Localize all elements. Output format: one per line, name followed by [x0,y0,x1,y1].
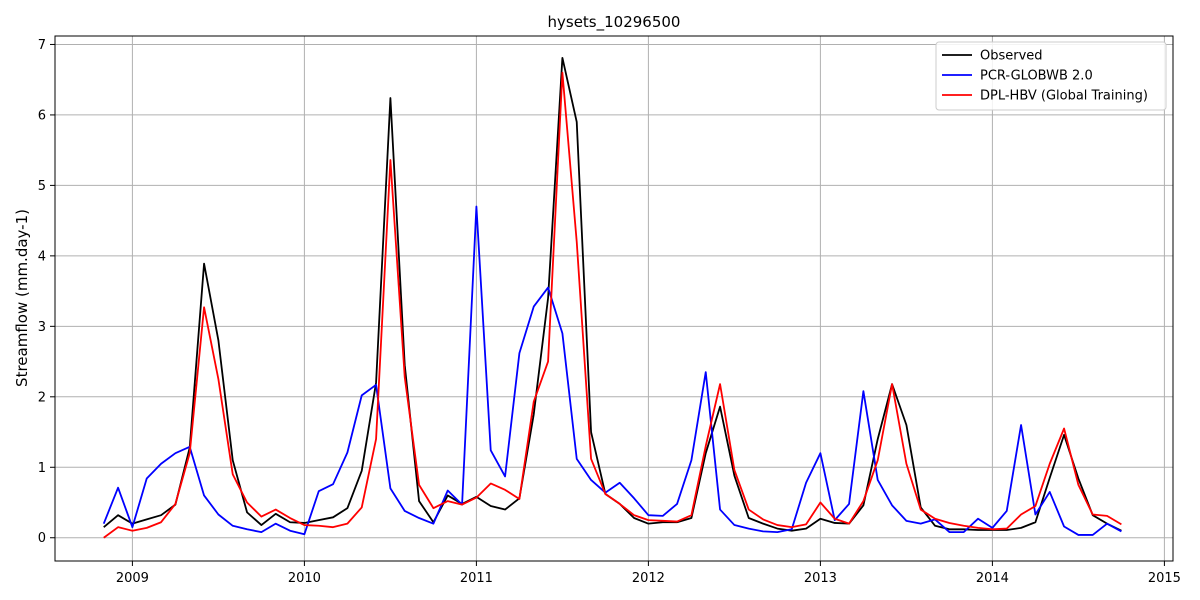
y-tick-label: 0 [38,531,46,546]
grid [55,36,1173,561]
x-tick-label: 2011 [460,571,493,586]
pcr-globwb-line [102,205,1122,536]
legend-box [935,41,1167,111]
x-tick-label: 2013 [804,571,837,586]
legend-entry-pcr-globwb: PCR-GLOBWB 2.0 [942,69,1093,84]
y-tick-label: 1 [38,461,46,476]
y-axis-label: Streamflow (mm.day-1) [13,209,31,387]
legend-label: PCR-GLOBWB 2.0 [980,69,1093,84]
x-axis: 2009 2010 2011 2012 2013 2014 2015 [116,561,1181,586]
legend-label: DPL-HBV (Global Training) [980,89,1148,104]
x-tick-label: 2014 [976,571,1009,586]
legend-label: Observed [980,49,1043,64]
x-tick-label: 2009 [116,571,149,586]
x-tick-label: 2010 [288,571,321,586]
dpl-hbv-line [103,71,1122,539]
y-axis: 0 1 2 3 4 5 6 7 [38,38,55,546]
y-tick-label: 7 [38,38,46,53]
series-lines [102,56,1122,539]
x-tick-label: 2012 [632,571,665,586]
y-tick-label: 3 [38,320,46,335]
y-tick-label: 5 [38,179,46,194]
y-tick-label: 6 [38,108,46,123]
y-tick-label: 2 [38,390,46,405]
y-tick-label: 4 [38,249,46,264]
legend-entry-dpl-hbv: DPL-HBV (Global Training) [942,89,1148,104]
x-tick-label: 2015 [1148,571,1181,586]
chart-title: hysets_10296500 [548,13,681,32]
plot-frame [54,35,1174,562]
legend-entry-observed: Observed [942,49,1043,64]
legend: Observed PCR-GLOBWB 2.0 DPL-HBV (Global Tr… [935,41,1167,111]
